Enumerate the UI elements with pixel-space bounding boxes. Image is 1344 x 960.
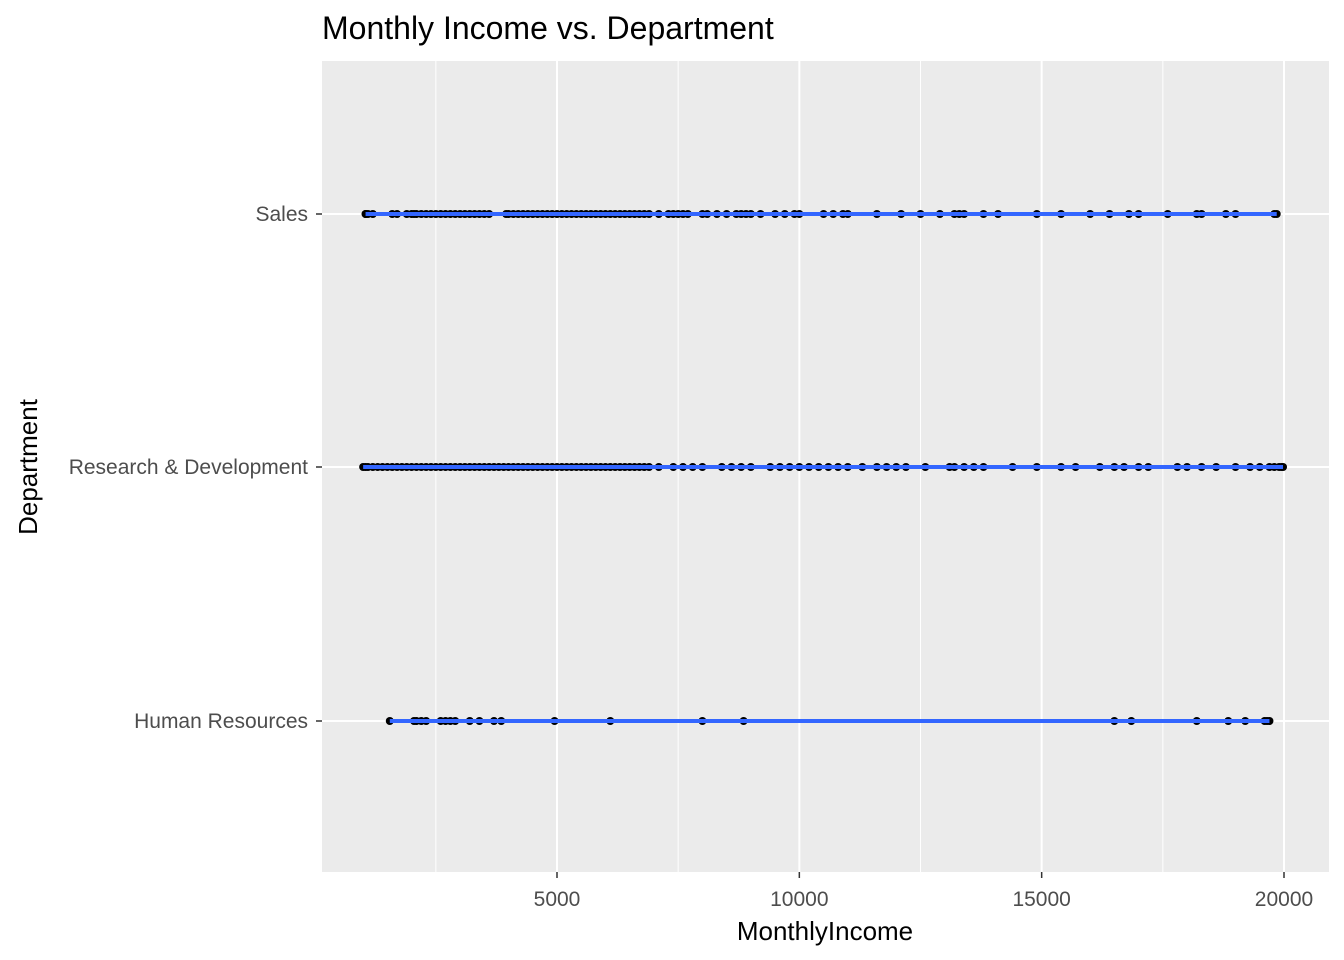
y-tick-label: Human Resources [134, 710, 308, 733]
y-tick-label: Sales [255, 203, 308, 226]
y-axis: Human Resources Research & Development Sal… [69, 203, 322, 733]
x-tick-label: 15000 [1012, 888, 1070, 911]
series-human-resources [385, 717, 1274, 725]
series-sales [361, 210, 1281, 218]
series-layer [359, 210, 1288, 725]
x-axis: 5000 10000 15000 20000 [534, 872, 1313, 911]
x-axis-title: MonthlyIncome [737, 916, 913, 946]
series-research-development [359, 463, 1288, 471]
x-tick-label: 20000 [1255, 888, 1313, 911]
y-axis-title: Department [13, 398, 43, 535]
y-tick-label: Research & Development [69, 456, 308, 479]
x-tick-label: 10000 [770, 888, 828, 911]
chart-title: Monthly Income vs. Department [322, 10, 774, 46]
x-tick-label: 5000 [534, 888, 581, 911]
